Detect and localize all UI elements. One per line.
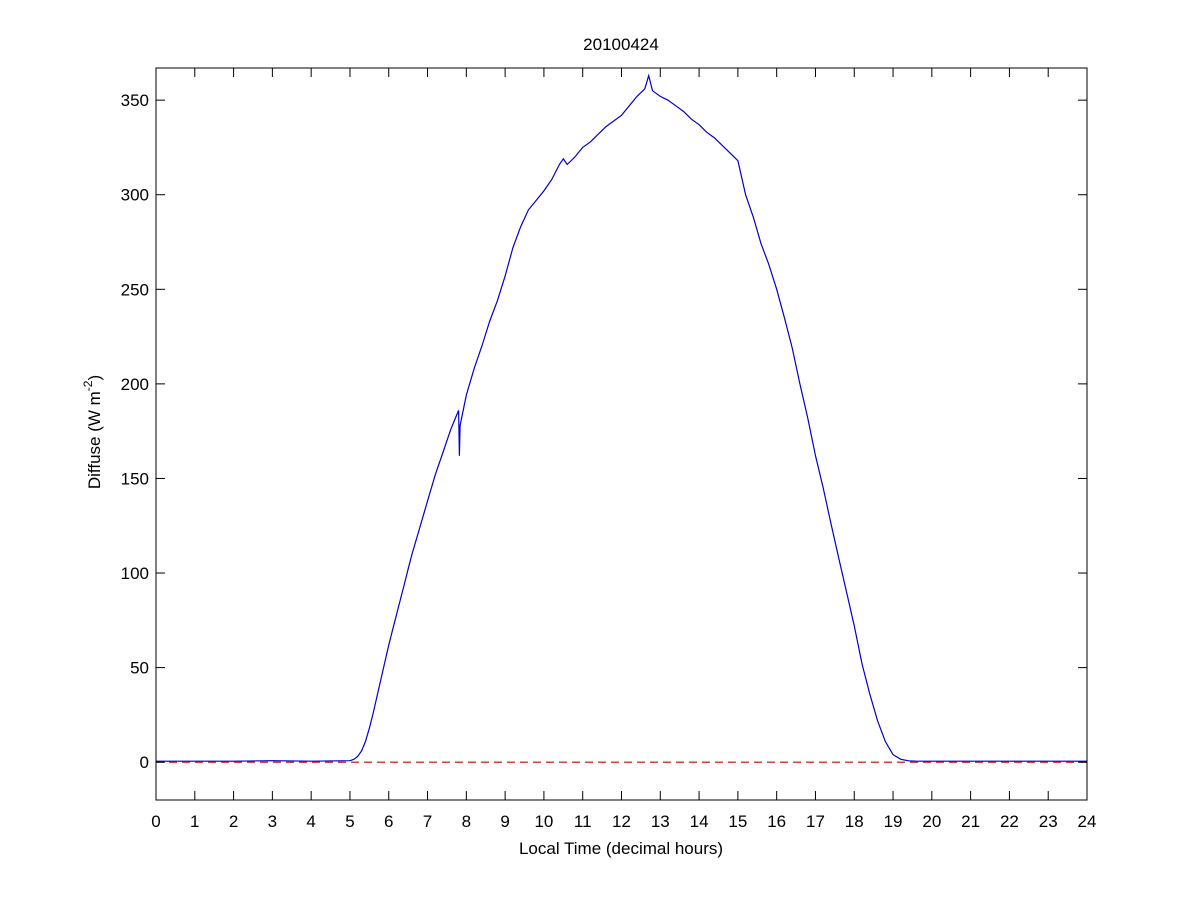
x-tick-label: 5	[345, 812, 354, 831]
x-tick-label: 19	[884, 812, 903, 831]
x-tick-label: 12	[612, 812, 631, 831]
x-tick-label: 21	[961, 812, 980, 831]
y-axis-label: Diffuse (W m-2)	[81, 375, 104, 489]
x-tick-label: 2	[229, 812, 238, 831]
x-tick-label: 0	[151, 812, 160, 831]
x-tick-label: 9	[500, 812, 509, 831]
x-tick-label: 13	[651, 812, 670, 831]
x-tick-label: 14	[690, 812, 709, 831]
chart-title: 20100424	[583, 35, 659, 54]
x-tick-label: 18	[845, 812, 864, 831]
x-tick-label: 10	[534, 812, 553, 831]
x-tick-label: 16	[767, 812, 786, 831]
x-tick-label: 22	[1000, 812, 1019, 831]
x-tick-label: 17	[806, 812, 825, 831]
x-tick-label: 23	[1039, 812, 1058, 831]
x-tick-label: 4	[306, 812, 315, 831]
x-tick-label: 1	[190, 812, 199, 831]
y-tick-label: 150	[121, 469, 149, 488]
x-tick-label: 20	[922, 812, 941, 831]
y-axis-label-close: )	[85, 375, 104, 381]
y-tick-label: 200	[121, 375, 149, 394]
y-tick-label: 350	[121, 91, 149, 110]
x-tick-label: 3	[268, 812, 277, 831]
x-axis-label: Local Time (decimal hours)	[519, 839, 723, 858]
y-tick-label: 50	[130, 659, 149, 678]
x-tick-label: 6	[384, 812, 393, 831]
diffuse-series-line	[156, 73, 1087, 762]
plot-area: 0 1 2 3 4 5 6 7 8 9 10 11 12 13 14 15 16 17 18 19 20 21 22 23 24…	[121, 67, 1097, 831]
x-tick-label: 7	[423, 812, 432, 831]
y-tick-label: 300	[121, 186, 149, 205]
x-tick-label: 11	[574, 812, 592, 831]
x-tick-label: 8	[462, 812, 471, 831]
x-tick-label: 15	[728, 812, 747, 831]
y-tick-label: 250	[121, 280, 149, 299]
y-tick-label: 0	[140, 753, 149, 772]
y-tick-label: 100	[121, 564, 149, 583]
y-axis-label-superscript: -2	[81, 380, 95, 391]
y-axis-label-main: Diffuse (W m	[85, 391, 104, 489]
x-tick-label: 24	[1078, 812, 1097, 831]
